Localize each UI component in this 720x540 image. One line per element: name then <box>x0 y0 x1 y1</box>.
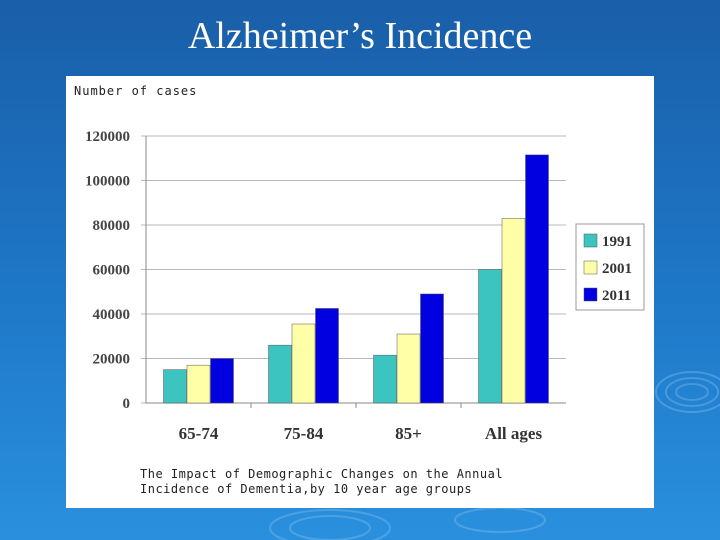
bar-1991-All ages <box>478 269 502 404</box>
bar-2001-85+ <box>396 333 421 404</box>
bar-1991-85+ <box>373 354 397 404</box>
y-axis-label: Number of cases <box>74 84 198 98</box>
bar-1991-75-84 <box>268 344 292 404</box>
chart-panel: 0 20000 40000 60000 80000 100000 120000 65-74 75… <box>66 76 654 508</box>
bar-2001-All ages <box>501 218 526 404</box>
x-tick-label: All ages <box>485 424 543 443</box>
legend-label-1991: 1991 <box>602 234 632 250</box>
y-tick-label: 20000 <box>93 352 131 368</box>
legend-swatch-1991 <box>583 233 598 248</box>
bar-1991-65-74 <box>163 369 187 404</box>
y-tick-label: 100000 <box>85 174 130 190</box>
legend-swatch-2011 <box>583 287 598 302</box>
bar-2001-75-84 <box>291 323 316 404</box>
legend-swatch-2001 <box>583 260 598 275</box>
bar-2011-75-84 <box>315 308 339 404</box>
bar-chart: 0 20000 40000 60000 80000 100000 120000 65-74 75… <box>85 129 645 443</box>
x-tick-label: 75-84 <box>284 424 324 443</box>
bar-2001-65-74 <box>186 364 211 404</box>
slide-title: Alzheimer’s Incidence <box>187 15 533 57</box>
bar-2011-65-74 <box>210 358 234 404</box>
x-tick-label: 65-74 <box>179 424 219 443</box>
bar-2011-All ages <box>525 154 549 404</box>
chart-caption: The Impact of Demographic Changes on the… <box>140 467 504 496</box>
y-tick-label: 0 <box>123 396 131 412</box>
legend-label-2011: 2011 <box>602 288 631 304</box>
legend-label-2001: 2001 <box>602 261 632 277</box>
y-tick-label: 80000 <box>93 218 131 234</box>
y-tick-label: 120000 <box>85 129 130 145</box>
y-tick-label: 40000 <box>93 307 131 323</box>
x-tick-label: 85+ <box>395 424 422 443</box>
y-tick-label: 60000 <box>93 263 131 279</box>
bar-2011-85+ <box>420 293 444 404</box>
